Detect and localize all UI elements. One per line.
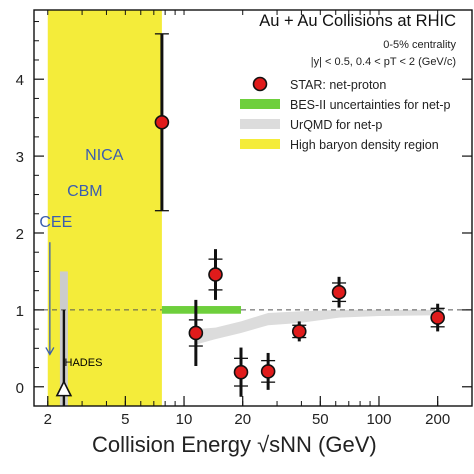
annotation-hades: HADES	[65, 357, 103, 369]
data-layer	[55, 33, 445, 406]
y-tick-label: 1	[16, 303, 24, 320]
chart-subtitle-centrality: 0-5% centrality	[383, 39, 456, 51]
legend-label: UrQMD for net-p	[290, 118, 382, 132]
bands-layer	[34, 10, 472, 406]
annotation-nica: NICA	[85, 147, 124, 164]
star-data-point	[154, 114, 170, 130]
legend-swatch-yellow-band	[240, 139, 280, 149]
star-data-point	[233, 364, 249, 380]
text-layer: Au + Au Collisions at RHIC 0-5% centrali…	[39, 12, 456, 457]
x-axis-label: Collision Energy √sNN (GeV)	[92, 432, 377, 457]
legend: STAR: net-proton BES-II uncertainties for…	[240, 76, 451, 152]
legend-swatch-green-band	[240, 99, 280, 109]
legend-label: STAR: net-proton	[290, 78, 386, 92]
plot-frame	[33, 9, 473, 407]
x-tick-label: 2	[44, 411, 52, 428]
y-tick-label: 0	[16, 380, 24, 397]
hades-marker	[55, 379, 73, 397]
x-tick-label: 100	[366, 411, 391, 428]
legend-label: High baryon density region	[290, 138, 439, 152]
axes-layer: 2 5 10 20 50 100 200 0 1 2 3 4	[16, 9, 473, 428]
star-data-point	[331, 284, 347, 300]
x-tick-label: 50	[312, 411, 329, 428]
y-tick-label: 2	[16, 226, 24, 243]
bes2-uncertainty-band	[161, 306, 242, 314]
legend-marker-star	[252, 76, 268, 92]
x-tick-label: 20	[234, 411, 251, 428]
cee-arrow-head	[45, 347, 55, 356]
legend-label: BES-II uncertainties for net-p	[290, 98, 451, 112]
chart-subtitle-cuts: |y| < 0.5, 0.4 < pT < 2 (GeV/c)	[311, 56, 456, 68]
star-data-point	[260, 364, 276, 379]
x-tick-label: 5	[121, 411, 129, 428]
x-tick-label: 10	[176, 411, 193, 428]
x-tick-label: 200	[425, 411, 450, 428]
star-data-point	[291, 324, 307, 339]
star-data-point	[430, 310, 445, 325]
star-data-point	[208, 267, 223, 282]
star-data-point	[188, 325, 204, 341]
annotation-cbm: CBM	[67, 183, 103, 200]
annotation-cee: CEE	[39, 214, 72, 231]
legend-swatch-gray-band	[240, 119, 280, 129]
y-tick-label: 3	[16, 149, 24, 166]
urqmd-band	[195, 309, 438, 345]
chart-title: Au + Au Collisions at RHIC	[259, 12, 456, 30]
y-tick-label: 4	[16, 72, 24, 89]
